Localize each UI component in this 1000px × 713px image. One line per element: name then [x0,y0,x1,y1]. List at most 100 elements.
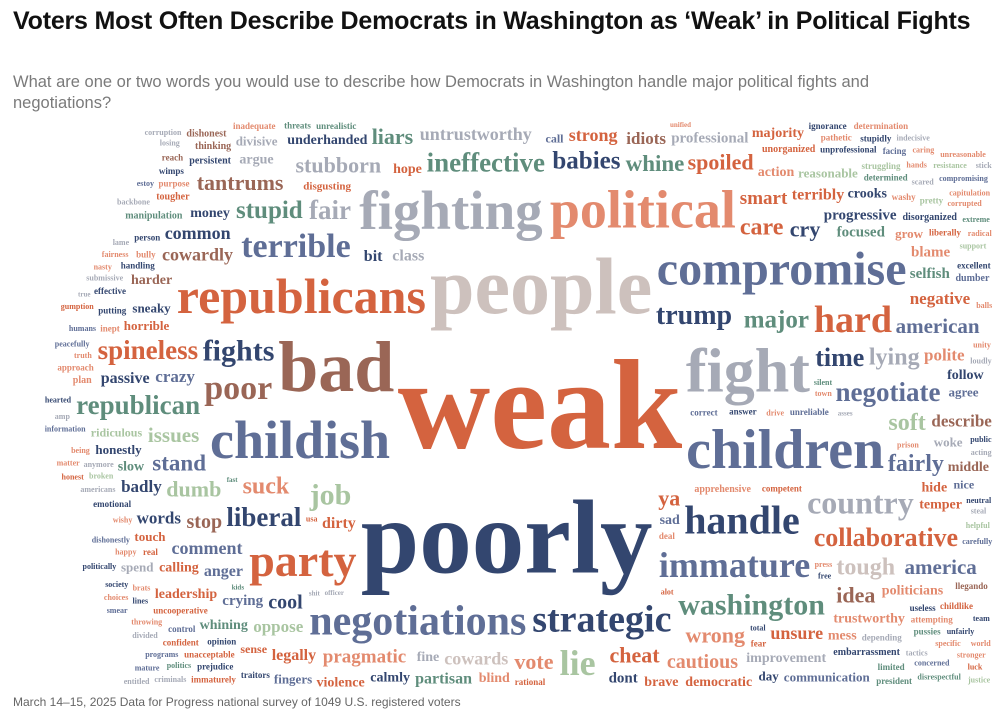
word-whine: whine [626,151,685,176]
word-day: day [759,669,780,684]
word-reasonable: reasonable [798,165,858,180]
word-extreme: extreme [962,215,990,224]
word-public: public [970,435,992,444]
word-carefully: carefully [962,537,992,546]
word-entitled: entitled [124,677,150,686]
word-sense: sense [240,642,267,656]
word-reach: reach [162,152,183,162]
word-neutral: neutral [966,496,992,505]
word-cautious: cautious [667,651,738,673]
word-excellent: excellent [957,260,990,270]
word-support: support [960,242,987,251]
word-dishonest: dishonest [186,128,227,139]
word-honest: honest [62,472,85,481]
word-spend: spend [121,560,154,575]
word-fast: fast [227,476,239,484]
word-idiots: idiots [626,129,666,148]
word-fights: fights [203,334,275,367]
word-thinking: thinking [195,141,231,152]
word-dishonestly: dishonestly [92,536,130,545]
word-bad: bad [278,327,394,407]
word-professional: professional [671,131,748,147]
word-cheat: cheat [610,643,661,668]
word-strategic: strategic [532,599,671,641]
word-fair: fair [309,195,351,225]
word-fairly: fairly [888,451,944,477]
word-spoiled: spoiled [688,149,754,174]
word-partisan: partisan [415,671,472,688]
word-matter: matter [57,459,81,468]
word-liberal: liberal [226,502,301,532]
word-job: job [309,479,352,512]
word-limited: limited [878,662,905,672]
word-crazy: crazy [155,367,195,386]
word-suck: suck [243,473,290,499]
word-dumber: dumber [956,273,990,284]
word-party: party [249,535,356,586]
word-soft: soft [888,410,925,436]
word-fairness: fairness [102,250,129,259]
word-country: country [807,484,914,520]
word-depending: depending [862,633,903,643]
word-democratic: democratic [685,675,752,690]
word-fighting: fighting [359,180,542,241]
word-negotiate: negotiate [836,377,941,407]
word-childlike: childlike [940,601,973,611]
word-describe: describe [931,411,992,430]
word-usa: usa [306,515,318,524]
word-communication: communication [784,670,871,685]
word-nasty: nasty [94,262,112,271]
word-happy: happy [115,548,136,557]
word-correct: correct [690,408,717,418]
word-peacefully: peacefully [55,339,90,348]
word-inadequate: inadequate [233,121,276,131]
word-helpful: helpful [966,521,991,530]
word-terrible: terrible [241,228,351,265]
word-cowards: cowards [444,648,508,668]
word-political: political [550,180,736,240]
word-terribly: terribly [792,187,844,204]
word-pragmatic: pragmatic [323,647,406,668]
word-unrealistic: unrealistic [316,121,356,131]
word-whining: whining [200,618,248,633]
word-horrible: horrible [124,318,170,333]
word-hope: hope [393,162,422,177]
word-weak: weak [398,334,682,476]
word-unreliable: unreliable [790,407,829,417]
word-smear: smear [107,606,128,615]
word-stick: stick [976,161,993,170]
word-lying: lying [869,344,920,370]
word-manipulation: manipulation [125,210,183,221]
word-crying: crying [222,593,263,609]
word-fear: fear [751,639,767,649]
word-ineffective: ineffective [427,147,545,177]
word-class: class [392,248,424,265]
word-improvement: improvement [746,651,826,666]
word-washington: washington [678,588,825,621]
word-kids: kids [232,583,245,591]
word-washy: washy [892,192,917,202]
word-truth: truth [74,351,92,360]
word-determined: determined [864,173,908,183]
word-real: real [143,547,158,557]
word-officer: officer [325,589,344,597]
word-world: world [971,639,992,648]
word-people: people [430,243,652,331]
word-attempting: attempting [911,615,953,625]
word-criminals: criminals [154,675,186,684]
word-compromising: compromising [939,174,988,183]
word-liberally: liberally [929,228,961,238]
word-ridiculous: ridiculous [91,425,143,439]
word-total: total [750,623,766,632]
word-rational: rational [515,677,546,687]
word-control: control [168,624,196,634]
word-progressive: progressive [824,207,897,223]
word-programs: programs [145,650,178,659]
word-balls: balls [976,301,992,310]
word-untrustworthy: untrustworthy [420,124,532,144]
word-stubborn: stubborn [296,152,382,177]
word-shit: shit [309,589,321,597]
word-money: money [190,206,230,221]
word-majority: majority [752,126,804,141]
word-dumb: dumb [166,477,221,502]
